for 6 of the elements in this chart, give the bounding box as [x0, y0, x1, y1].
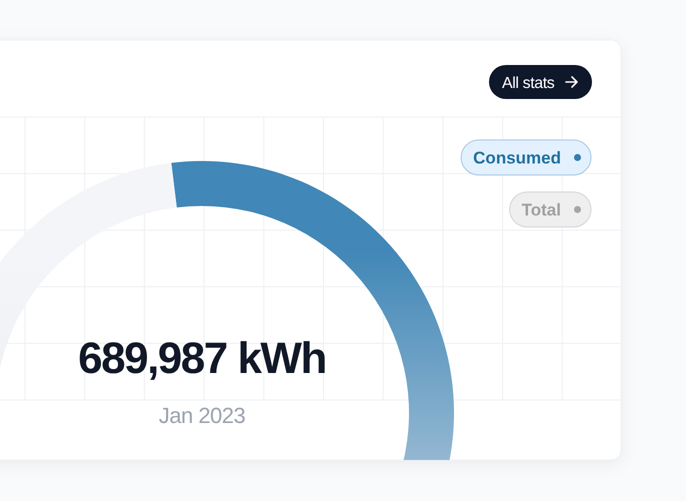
legend-label: Total	[522, 200, 562, 220]
legend-label: Consumed	[473, 148, 562, 168]
text: 689,987 kWh	[78, 334, 326, 383]
stats-button[interactable]	[488, 65, 592, 99]
text: All stats	[502, 75, 555, 92]
text: Jan 2023	[158, 403, 246, 428]
